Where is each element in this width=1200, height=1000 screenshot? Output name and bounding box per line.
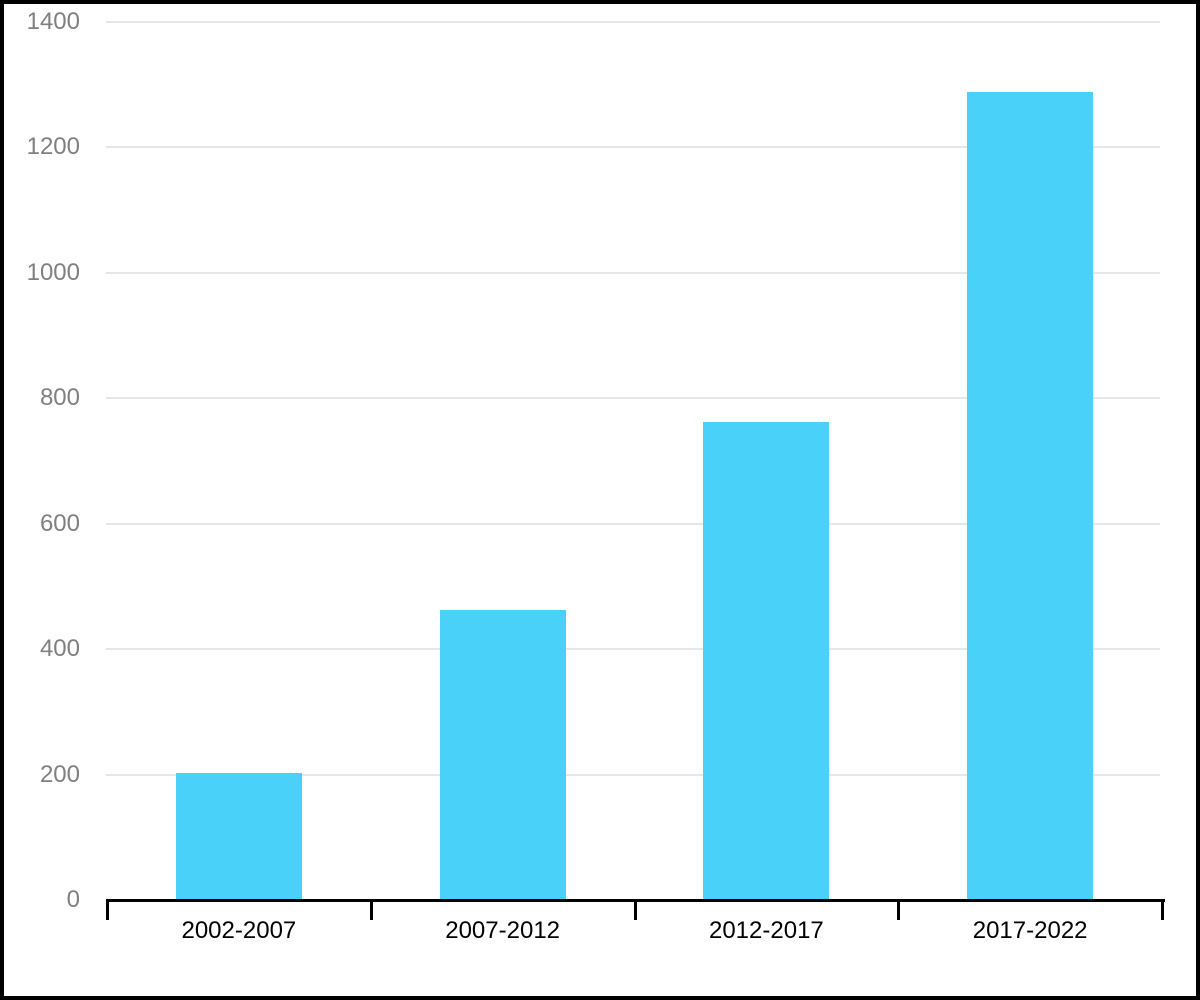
- gridline-1400: [106, 21, 1160, 23]
- x-axis-tick: [106, 899, 109, 920]
- bar-2017-2022: [967, 91, 1094, 900]
- gridline-1200: [106, 146, 1160, 149]
- bar-2012-2017: [703, 422, 830, 900]
- y-tick-label-1200: 1200: [26, 133, 80, 161]
- gridline-1000: [106, 271, 1160, 274]
- x-tick-label-2002-2007: 2002-2007: [181, 917, 297, 944]
- bar-2002-2007: [175, 773, 302, 900]
- x-tick-label-2012-2017: 2012-2017: [708, 917, 824, 944]
- x-axis-tick: [633, 899, 637, 920]
- gridline-200: [106, 773, 1160, 776]
- y-tick-label-1400: 1400: [26, 8, 80, 35]
- gridline-400: [106, 648, 1160, 651]
- y-tick-label-200: 200: [39, 760, 80, 788]
- x-axis-tick: [369, 899, 373, 920]
- bar-2007-2012: [439, 610, 566, 900]
- x-axis-tick: [1161, 899, 1164, 920]
- gridline-600: [106, 522, 1160, 525]
- x-tick-label-2007-2012: 2007-2012: [445, 917, 561, 944]
- x-tick-label-2017-2022: 2017-2022: [972, 917, 1088, 944]
- y-tick-label-1000: 1000: [26, 258, 80, 286]
- y-tick-label-400: 400: [39, 635, 80, 663]
- gridline-800: [106, 397, 1160, 400]
- y-tick-label-800: 800: [39, 384, 80, 412]
- y-tick-label-0: 0: [66, 886, 80, 913]
- x-axis-tick: [897, 899, 901, 920]
- y-tick-label-600: 600: [39, 509, 80, 537]
